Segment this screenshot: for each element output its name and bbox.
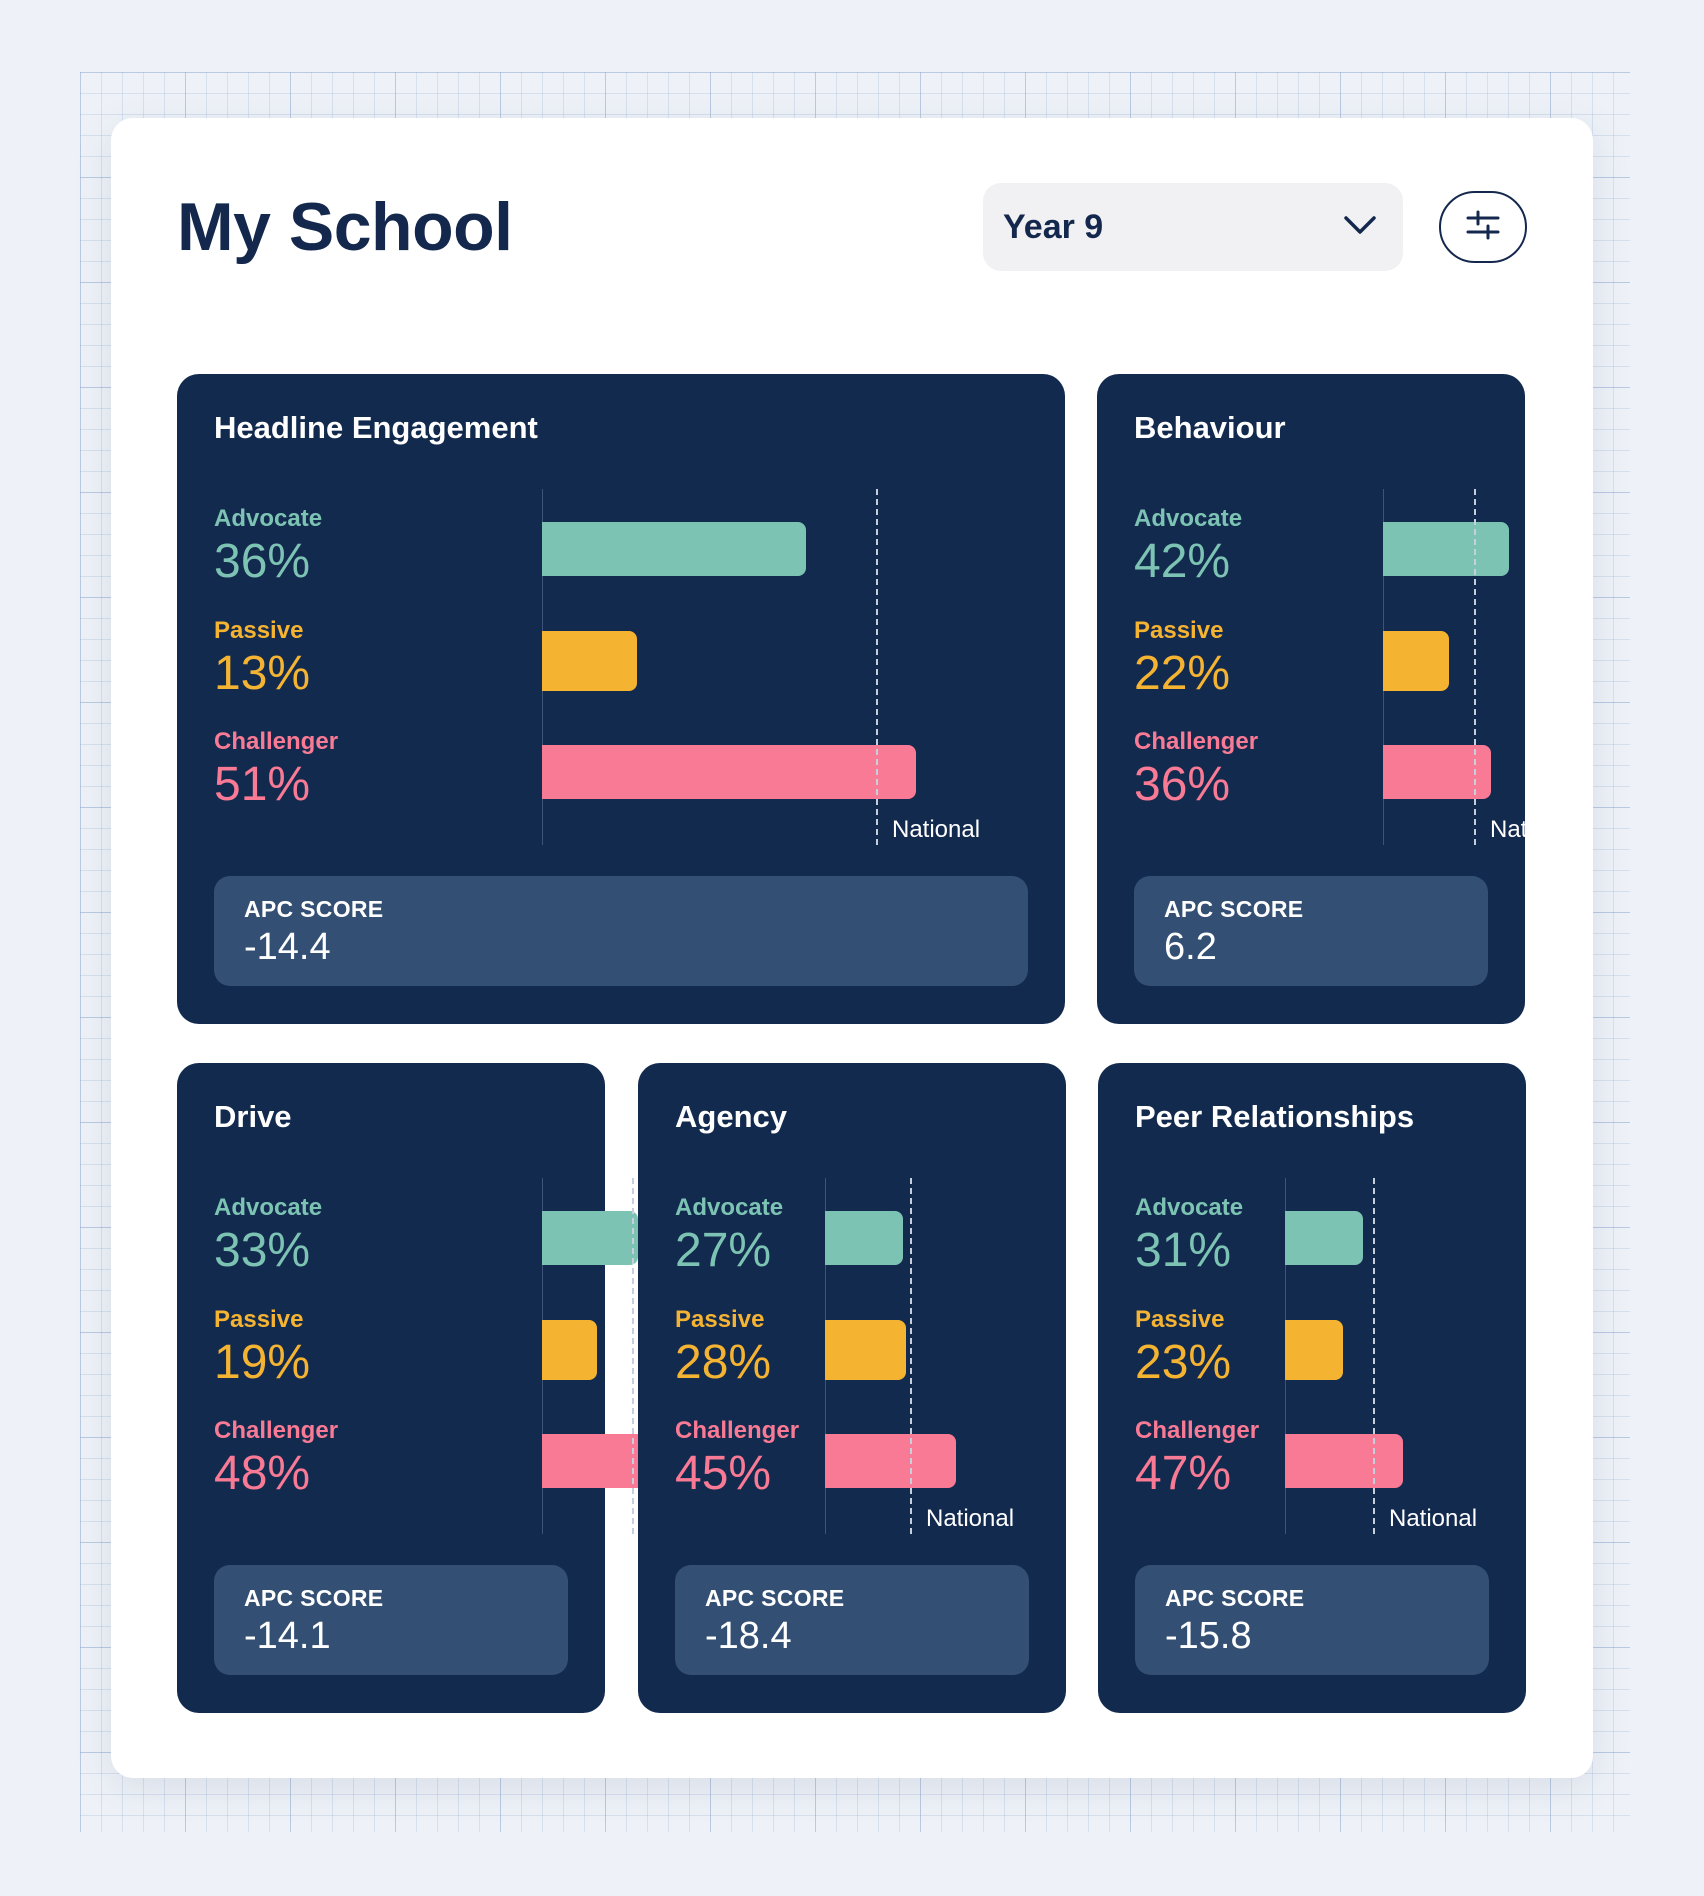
passive-bar xyxy=(825,1320,906,1380)
card-title: Headline Engagement xyxy=(214,410,538,445)
apc-score-label: APC SCORE xyxy=(1165,1585,1305,1611)
advocate-bar xyxy=(825,1211,903,1265)
advocate-percent: 36% xyxy=(214,535,311,588)
year-dropdown[interactable]: Year 9 xyxy=(983,183,1403,271)
card-title: Peer Relationships xyxy=(1135,1099,1415,1134)
advocate-bar xyxy=(542,1211,638,1265)
passive-percent: 23% xyxy=(1135,1336,1232,1389)
card-headline: Headline Engagement Advocate 36% Passive 13%… xyxy=(177,374,1065,1024)
national-line xyxy=(632,1178,634,1534)
apc-score-value: -14.1 xyxy=(244,1615,331,1657)
filter-button[interactable] xyxy=(1439,191,1527,263)
national-line xyxy=(1474,489,1476,845)
page-title: My School xyxy=(177,189,513,265)
advocate-label: Advocate xyxy=(214,1194,323,1221)
passive-bar xyxy=(542,631,637,691)
card-peer: Peer Relationships Advocate 31% Passive 23% C… xyxy=(1098,1063,1526,1713)
challenger-percent: 36% xyxy=(1134,758,1231,811)
national-line xyxy=(1373,1178,1375,1534)
passive-percent: 22% xyxy=(1134,647,1231,700)
challenger-percent: 48% xyxy=(214,1447,311,1500)
card-title: Drive xyxy=(214,1099,292,1134)
card-title: Agency xyxy=(675,1099,787,1134)
apc-score-box: APC SCORE -14.4 xyxy=(214,876,1028,986)
apc-score-box: APC SCORE -15.8 xyxy=(1135,1565,1489,1675)
passive-bar xyxy=(1383,631,1449,691)
apc-score-label: APC SCORE xyxy=(244,1585,384,1611)
advocate-percent: 42% xyxy=(1134,535,1231,588)
advocate-bar xyxy=(1285,1211,1363,1265)
advocate-label: Advocate xyxy=(214,505,323,532)
national-label: National xyxy=(892,816,981,843)
advocate-percent: 31% xyxy=(1135,1224,1232,1277)
advocate-label: Advocate xyxy=(1134,505,1243,532)
advocate-bar xyxy=(1383,522,1509,576)
challenger-percent: 47% xyxy=(1135,1447,1232,1500)
advocate-label: Advocate xyxy=(675,1194,784,1221)
challenger-label: Challenger xyxy=(214,728,339,755)
challenger-bar xyxy=(825,1434,956,1488)
chevron-down-icon xyxy=(1343,214,1377,241)
challenger-bar xyxy=(542,745,916,799)
challenger-label: Challenger xyxy=(1135,1417,1260,1444)
passive-percent: 28% xyxy=(675,1336,772,1389)
apc-score-label: APC SCORE xyxy=(705,1585,845,1611)
apc-score-value: 6.2 xyxy=(1164,926,1217,968)
passive-label: Passive xyxy=(214,617,304,644)
advocate-bar xyxy=(542,522,806,576)
sliders-icon xyxy=(1465,209,1501,246)
card-drive: DriveAdvocate33%Passive19%Challenger48%N… xyxy=(177,1063,736,1713)
passive-bar xyxy=(1285,1320,1343,1380)
challenger-label: Challenger xyxy=(675,1417,800,1444)
national-line xyxy=(910,1178,912,1534)
national-label: National xyxy=(1490,816,1579,843)
advocate-percent: 33% xyxy=(214,1224,311,1277)
advocate-percent: 27% xyxy=(675,1224,772,1277)
national-label: National xyxy=(926,1505,1015,1532)
national-line xyxy=(876,489,878,845)
card-title: Behaviour xyxy=(1134,410,1286,445)
challenger-percent: 45% xyxy=(675,1447,772,1500)
apc-score-value: -18.4 xyxy=(705,1615,792,1657)
national-label: National xyxy=(1389,1505,1478,1532)
challenger-bar xyxy=(1383,745,1491,799)
passive-percent: 13% xyxy=(214,647,311,700)
card-behaviour: Behaviour Advocate 42% Passive 22% Challenger… xyxy=(1097,374,1578,1024)
passive-label: Passive xyxy=(675,1306,765,1333)
apc-score-label: APC SCORE xyxy=(1164,896,1304,922)
passive-label: Passive xyxy=(1135,1306,1225,1333)
challenger-bar xyxy=(1285,1434,1403,1488)
apc-score-box: APC SCORE -18.4 xyxy=(675,1565,1029,1675)
challenger-label: Challenger xyxy=(1134,728,1259,755)
challenger-percent: 51% xyxy=(214,758,311,811)
passive-label: Passive xyxy=(214,1306,304,1333)
apc-score-value: -15.8 xyxy=(1165,1615,1252,1657)
card-agency: Agency Advocate 27% Passive 28% Challenger 45%… xyxy=(638,1063,1066,1713)
passive-label: Passive xyxy=(1134,617,1224,644)
apc-score-value: -14.4 xyxy=(244,926,331,968)
year-dropdown-value: Year 9 xyxy=(1003,207,1104,246)
challenger-label: Challenger xyxy=(214,1417,339,1444)
passive-bar xyxy=(542,1320,597,1380)
passive-percent: 19% xyxy=(214,1336,311,1389)
apc-score-label: APC SCORE xyxy=(244,896,384,922)
apc-score-box: APC SCORE 6.2 xyxy=(1134,876,1488,986)
apc-score-box: APC SCORE -14.1 xyxy=(214,1565,568,1675)
advocate-label: Advocate xyxy=(1135,1194,1244,1221)
